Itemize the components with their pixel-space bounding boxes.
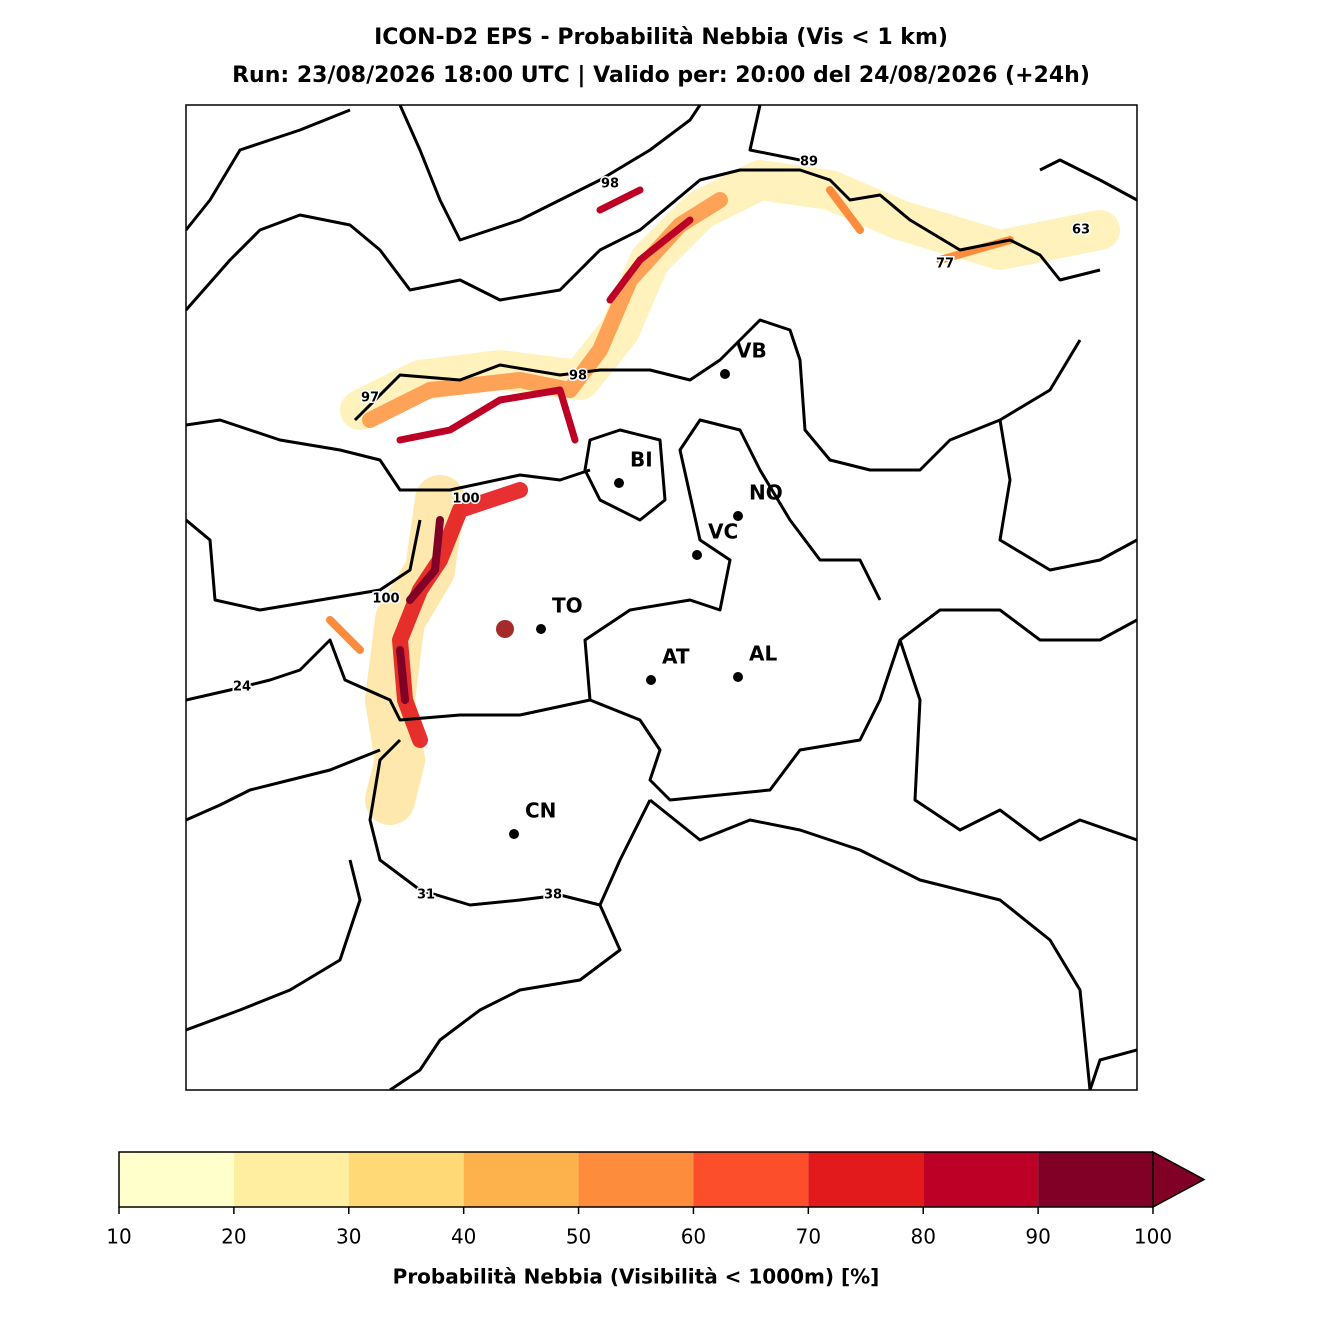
subtitle: Run: 23/08/2026 18:00 UTC | Valido per: … [232,63,1090,88]
city-label: TO [552,594,583,618]
max-label: 100 [452,492,479,507]
city-dot [614,478,624,488]
city-dot [692,550,702,560]
colorbar-segment [463,1152,579,1207]
max-label: 98 [569,369,587,384]
colorbar-label: Probabilità Nebbia (Visibilità < 1000m) … [393,1265,880,1289]
colorbar-extension [1152,1150,1206,1209]
max-label: 100 [372,592,399,607]
colorbar-segment [578,1152,694,1207]
max-label: 77 [936,257,954,272]
colorbar-tick-label: 70 [796,1225,821,1249]
max-label: 97 [361,391,379,406]
colorbar-segment [808,1152,924,1207]
colorbar-tick-label: 30 [336,1225,361,1249]
city-dot [733,511,743,521]
city-label: VC [708,520,738,544]
colorbar-tick-label: 80 [910,1225,935,1249]
max-label: 24 [233,680,251,695]
city-label: NO [749,481,783,505]
colorbar-tick-label: 10 [106,1225,131,1249]
city-label: BI [630,448,653,472]
colorbar-frame [118,1151,1153,1208]
colorbar: 10 20 30 40 50 60 70 80 90 100 Probabilità Nebbia … [106,1150,1206,1289]
city-dot [646,675,656,685]
city-dot [509,829,519,839]
location-marker [496,620,514,638]
city-dot [720,369,730,379]
colorbar-tick-label: 100 [1134,1225,1172,1249]
colorbar-segment [1038,1152,1153,1207]
max-label: 38 [544,888,562,903]
colorbar-segment [923,1152,1039,1207]
city-dot [733,672,743,682]
colorbar-tick-label: 40 [451,1225,476,1249]
map-frame [185,104,1138,1091]
colorbar-segment [233,1152,349,1207]
city-label: CN [525,799,556,823]
max-labels: 97 98 98 89 63 77 100 100 24 31 38 [231,153,1091,904]
colorbar-segment [348,1152,464,1207]
title: ICON-D2 EPS - Probabilità Nebbia (Vis < … [374,25,948,50]
city-dot [536,624,546,634]
city-label: AL [749,642,777,666]
city-label: AT [662,645,690,669]
max-label: 89 [800,155,818,170]
city-label: VB [736,339,767,363]
colorbar-segment [119,1152,234,1207]
colorbar-segment [693,1152,809,1207]
borders [186,105,1137,1090]
cities: VB BI NO VC TO AT AL CN [509,339,783,839]
max-label: 31 [417,888,435,903]
map: VB BI NO VC TO AT AL CN 97 98 98 89 63 77 100 100 24 31 3… [186,105,1137,1090]
colorbar-tick-label: 20 [221,1225,246,1249]
colorbar-tick-label: 50 [566,1225,591,1249]
colorbar-tick-label: 60 [681,1225,706,1249]
max-label: 98 [601,177,619,192]
max-label: 63 [1072,223,1090,238]
colorbar-tick-label: 90 [1025,1225,1050,1249]
